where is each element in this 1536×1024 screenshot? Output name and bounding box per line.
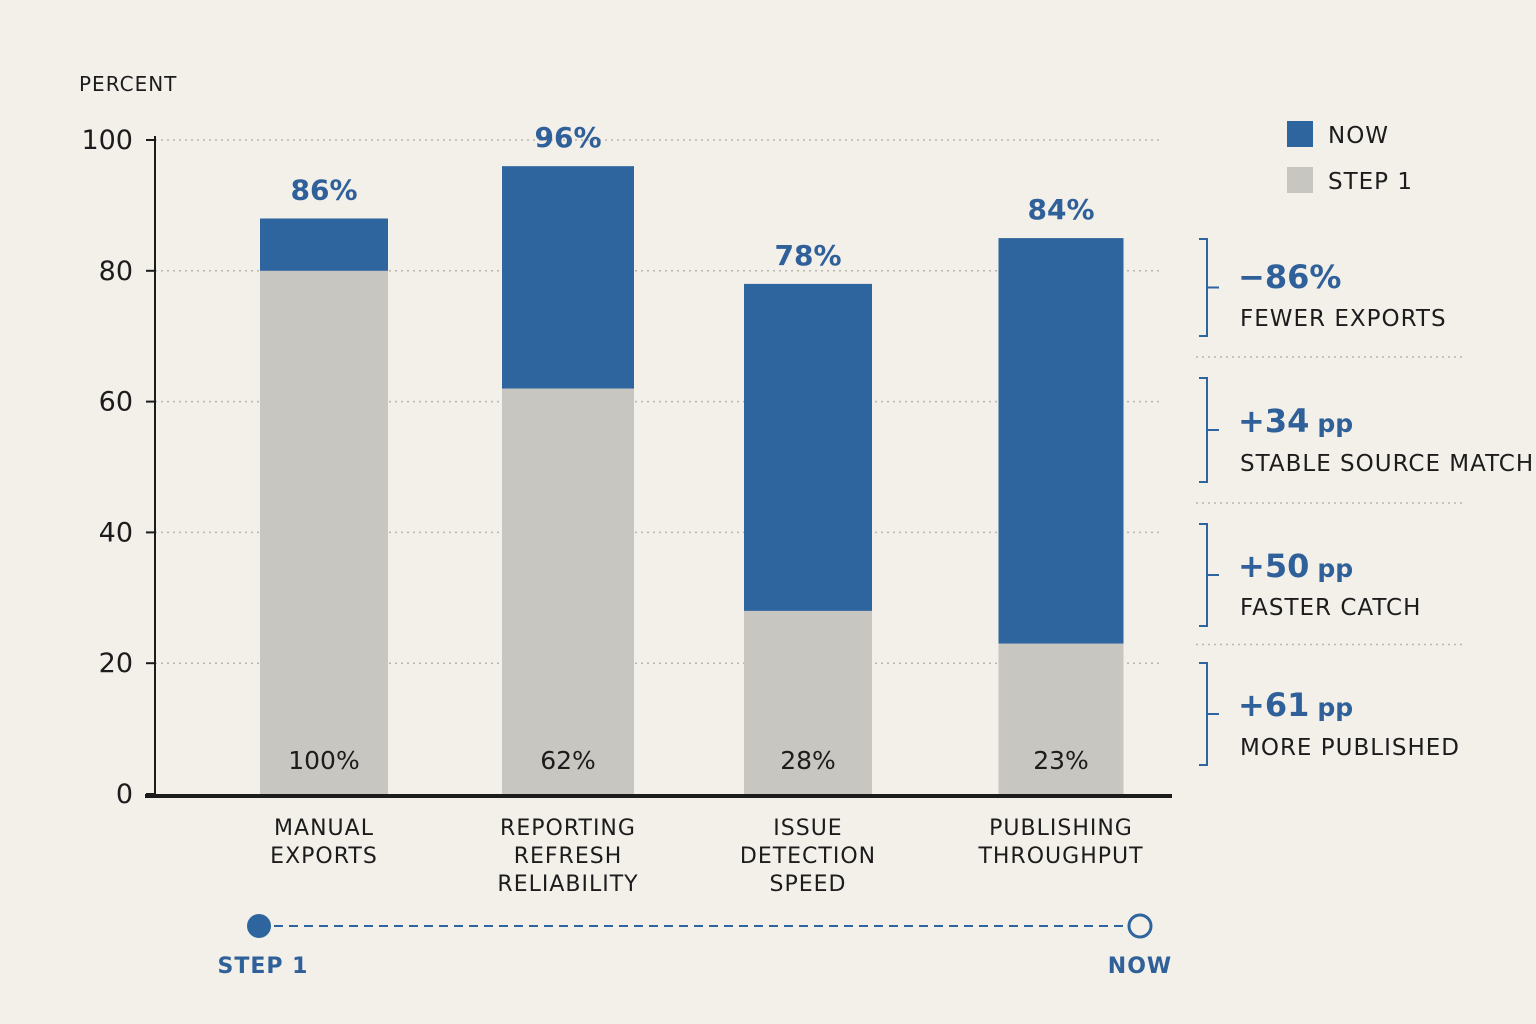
bar-now	[260, 218, 388, 271]
timeline-start-label: STEP 1	[218, 954, 309, 979]
legend-label: STEP 1	[1328, 169, 1413, 195]
y-tick-label: 100	[81, 125, 133, 156]
bar-step1	[260, 270, 388, 794]
data-label-step1: 28%	[780, 746, 836, 775]
bar-step1	[998, 643, 1124, 794]
annotation-unit: pp	[1317, 693, 1353, 722]
y-tick-label: 60	[99, 387, 133, 418]
bar-now	[744, 283, 872, 611]
y-tick-label: 80	[99, 256, 133, 287]
annotation-unit: pp	[1317, 409, 1353, 438]
category-label: REPORTING	[500, 816, 636, 841]
category-label: ISSUE	[773, 816, 842, 841]
category-label: THROUGHPUT	[977, 844, 1143, 869]
y-tick-label: 40	[99, 517, 133, 548]
data-label-now: 84%	[1027, 193, 1094, 226]
data-label-step1: 23%	[1033, 746, 1089, 775]
annotation-bracket	[1199, 377, 1219, 483]
category-label: REFRESH	[514, 844, 623, 869]
legend-swatch	[1287, 121, 1313, 147]
annotation-bracket	[1199, 238, 1219, 337]
legend-swatch	[1287, 167, 1313, 193]
annotation-label: FASTER CATCH	[1240, 595, 1421, 621]
annotation-label: MORE PUBLISHED	[1240, 735, 1460, 761]
category-label: DETECTION	[740, 844, 876, 869]
timeline-start-dot	[247, 914, 271, 938]
annotation-unit: pp	[1317, 554, 1353, 583]
bar-step1	[744, 610, 872, 794]
category-label: RELIABILITY	[497, 872, 638, 897]
bar-step1	[502, 388, 634, 794]
y-tick-label: 0	[116, 779, 133, 810]
legend-label: NOW	[1328, 123, 1389, 149]
annotation-value: +34 pp	[1238, 402, 1353, 440]
data-label-now: 96%	[534, 121, 601, 154]
data-label-step1: 62%	[540, 746, 596, 775]
bar-now	[998, 238, 1124, 644]
annotation-label: STABLE SOURCE MATCH	[1240, 451, 1534, 477]
category-label: PUBLISHING	[989, 816, 1133, 841]
annotation-label: FEWER EXPORTS	[1240, 306, 1447, 332]
annotation-value: +50 pp	[1238, 547, 1353, 585]
category-label: MANUAL	[274, 816, 374, 841]
category-label: SPEED	[770, 872, 847, 897]
annotation-value: −86%	[1238, 258, 1341, 296]
timeline-end-label: NOW	[1108, 954, 1172, 979]
timeline-end-dot	[1127, 913, 1153, 939]
data-label-now: 86%	[290, 173, 357, 206]
annotation-value: +61 pp	[1238, 686, 1353, 724]
data-label-now: 78%	[774, 239, 841, 272]
annotation-bracket	[1199, 523, 1219, 627]
annotation-bracket	[1199, 662, 1219, 766]
category-label: EXPORTS	[270, 844, 378, 869]
y-axis-title: PERCENT	[79, 72, 177, 96]
data-label-step1: 100%	[288, 746, 359, 775]
bar-now	[502, 166, 634, 389]
y-tick-label: 20	[99, 648, 133, 679]
